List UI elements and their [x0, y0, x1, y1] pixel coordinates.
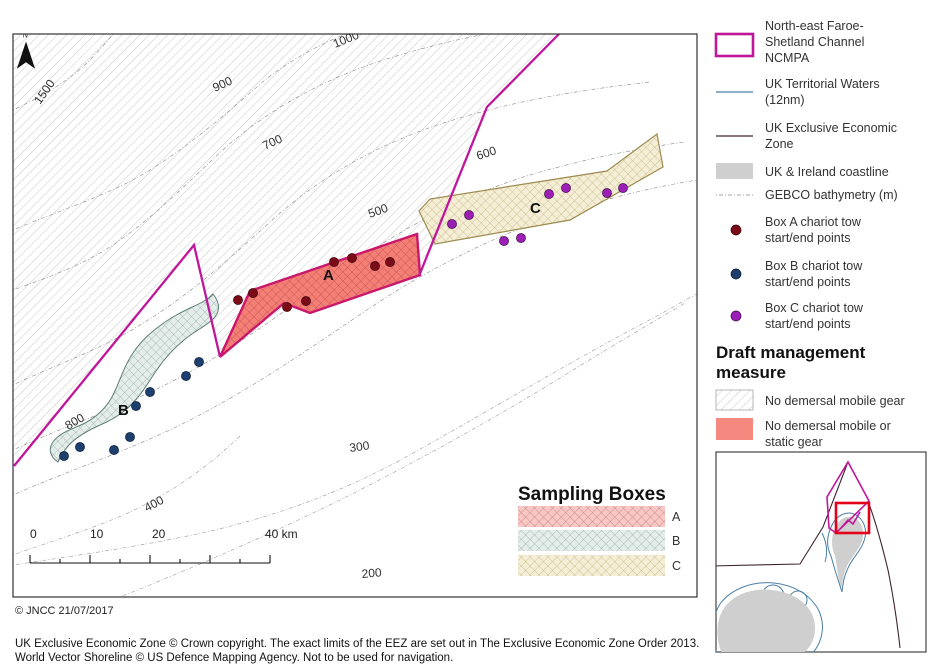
- svg-text:Box A chariot tow: Box A chariot tow: [765, 215, 862, 229]
- svg-text:GEBCO bathymetry (m): GEBCO bathymetry (m): [765, 188, 898, 202]
- svg-text:Zone: Zone: [765, 137, 794, 151]
- svg-text:200: 200: [361, 565, 382, 581]
- svg-text:UK Exclusive Economic Zone © C: UK Exclusive Economic Zone © Crown copyr…: [15, 638, 699, 650]
- svg-text:start/end points: start/end points: [765, 317, 850, 331]
- svg-text:10: 10: [90, 527, 104, 541]
- svg-text:300: 300: [348, 438, 370, 455]
- svg-text:Box B chariot tow: Box B chariot tow: [765, 259, 863, 273]
- svg-text:(12nm): (12nm): [765, 93, 805, 107]
- svg-text:start/end points: start/end points: [765, 231, 850, 245]
- svg-text:B: B: [672, 534, 680, 548]
- svg-text:start/end points: start/end points: [765, 275, 850, 289]
- svg-text:A: A: [323, 267, 334, 284]
- svg-text:Box C chariot tow: Box C chariot tow: [765, 301, 864, 315]
- svg-text:C: C: [672, 559, 681, 573]
- svg-text:Sampling Boxes: Sampling Boxes: [518, 484, 666, 505]
- svg-text:A: A: [672, 510, 681, 524]
- svg-text:No demersal mobile gear: No demersal mobile gear: [765, 394, 905, 408]
- svg-text:Draft management: Draft management: [716, 343, 866, 362]
- svg-text:measure: measure: [716, 363, 786, 382]
- svg-text:UK Territorial Waters: UK Territorial Waters: [765, 77, 880, 91]
- svg-text:World Vector Shoreline © US De: World Vector Shoreline © US Defence Mapp…: [15, 652, 453, 664]
- svg-text:static gear: static gear: [765, 435, 823, 449]
- svg-text:Shetland Channel: Shetland Channel: [765, 35, 864, 49]
- svg-text:0: 0: [30, 527, 37, 541]
- svg-text:NCMPA: NCMPA: [765, 51, 810, 65]
- svg-text:UK & Ireland coastline: UK & Ireland coastline: [765, 165, 889, 179]
- svg-text:20: 20: [152, 527, 166, 541]
- svg-text:© JNCC 21/07/2017: © JNCC 21/07/2017: [15, 605, 114, 617]
- svg-text:UK Exclusive Economic: UK Exclusive Economic: [765, 121, 897, 135]
- svg-text:B: B: [118, 402, 129, 419]
- svg-text:North-east Faroe-: North-east Faroe-: [765, 19, 864, 33]
- svg-text:40 km: 40 km: [265, 527, 298, 541]
- svg-text:N: N: [23, 32, 29, 40]
- svg-text:C: C: [530, 200, 541, 217]
- svg-text:No demersal mobile or: No demersal mobile or: [765, 419, 891, 433]
